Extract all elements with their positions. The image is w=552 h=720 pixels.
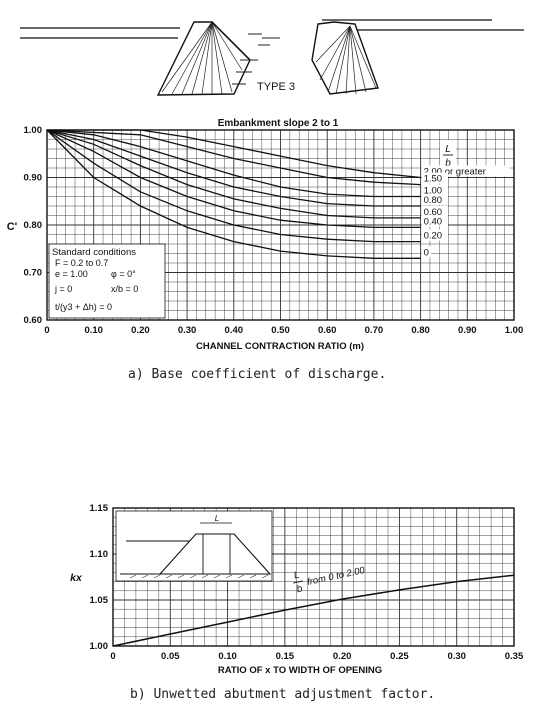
- type-label: TYPE 3: [257, 81, 295, 93]
- y-tick-label: 1.10: [90, 549, 109, 560]
- series-line-5: [46, 129, 421, 229]
- x-tick-label: 0.50: [271, 325, 290, 336]
- inset-hatch: [141, 574, 149, 579]
- x-tick-label: 0: [110, 651, 115, 662]
- y-axis-label: kx: [70, 572, 83, 584]
- series-label-bg: [421, 205, 448, 217]
- annotation-b: b: [296, 583, 304, 595]
- y-tick-label: 1.15: [90, 503, 109, 514]
- condition-phi: φ = 0°: [111, 269, 136, 279]
- x-tick-label: 0.90: [458, 325, 477, 336]
- legend-header-top: L: [445, 144, 451, 155]
- inset-abutment-sketch: L: [115, 510, 273, 582]
- x-tick-label: 0.30: [447, 651, 466, 662]
- series-label-bg: [421, 229, 448, 241]
- inset-hatch: [261, 574, 269, 579]
- inset-hatch: [225, 574, 233, 579]
- series-label-bg: [421, 194, 448, 205]
- series-label: 1.00: [424, 186, 443, 197]
- inset-hatch: [129, 574, 137, 579]
- chart-title: Embankment slope 2 to 1: [218, 118, 339, 129]
- series-line-3: [46, 129, 421, 207]
- y-tick-label: 1.00: [24, 125, 43, 136]
- series-label: 0.20: [424, 231, 443, 242]
- x-tick-label: 0.15: [276, 651, 295, 662]
- caption-a: a) Base coefficient of discharge.: [128, 367, 387, 382]
- series-line-2: [46, 129, 421, 198]
- condition-t-ratio: t/(y3 + Δh) = 0: [55, 302, 112, 312]
- series-label: 2.00 or greater: [424, 167, 486, 178]
- series-label-bg: [421, 172, 448, 184]
- type3-abutment-schematic: TYPE 3: [20, 19, 524, 96]
- inset-hatch: [237, 574, 245, 579]
- series-label: 1.50: [424, 174, 443, 185]
- x-tick-label: 0.20: [333, 651, 352, 662]
- x-tick-label: 1.00: [505, 325, 524, 336]
- series-line-7: [46, 129, 421, 259]
- x-tick-label: 0.10: [84, 325, 103, 336]
- condition-j: j = 0: [54, 284, 72, 294]
- inset-hatch: [165, 574, 173, 579]
- inset-hatch: [189, 574, 197, 579]
- x-tick-label: 0.10: [218, 651, 237, 662]
- annotation-bar: [293, 580, 303, 584]
- plot-frame: [46, 129, 515, 321]
- plot-frame: [112, 507, 515, 647]
- chart-base-coefficient: 0 0.10 0.20 0.30 0.40 0.50 0.60 0.70 0.80 0.90 1.0…: [7, 118, 524, 352]
- x-tick-label: 0.20: [131, 325, 150, 336]
- inset-hatch: [201, 574, 209, 579]
- x-axis-label: CHANNEL CONTRACTION RATIO (m): [196, 341, 364, 352]
- y-tick-label: 1.00: [90, 641, 109, 652]
- chart-abutment-factor: 0 0.05 0.10 0.15 0.20 0.25 0.30 0.35 1.00 1.05 1.1…: [70, 503, 524, 676]
- series-label-bg: [421, 215, 448, 227]
- x-tick-label: 0.35: [505, 651, 524, 662]
- inset-hatch: [249, 574, 257, 579]
- series-line-kx: [112, 574, 515, 647]
- inset-label-l: L: [215, 514, 219, 523]
- inset-hatch: [153, 574, 161, 579]
- x-axis-label: RATIO OF x TO WIDTH OF OPENING: [218, 665, 382, 676]
- series-line-6: [46, 129, 421, 243]
- series-label: 0.80: [424, 195, 443, 206]
- x-tick-label: 0.70: [365, 325, 384, 336]
- x-tick-label: 0.60: [318, 325, 337, 336]
- series-label: 0.60: [424, 207, 443, 218]
- y-tick-label: 0.90: [24, 173, 43, 184]
- series-label-bg: [421, 246, 432, 258]
- x-tick-label: 0.80: [411, 325, 430, 336]
- x-tick-label: 0.30: [178, 325, 197, 336]
- series-label: 0.40: [424, 216, 443, 227]
- condition-f: F = 0.2 to 0.7: [55, 258, 108, 268]
- x-tick-label: 0.25: [390, 651, 409, 662]
- series-label: 0: [424, 247, 429, 258]
- standard-conditions-title: Standard conditions: [52, 247, 136, 258]
- y-tick-label: 0.60: [24, 315, 43, 326]
- y-tick-label: 0.80: [24, 220, 43, 231]
- annotation-l: L: [293, 570, 301, 582]
- series-label-bg: [421, 165, 510, 177]
- inset-hatch: [213, 574, 221, 579]
- series-line-0: [47, 129, 421, 179]
- legend-header-bottom: b: [445, 158, 451, 169]
- series-line-4: [46, 129, 421, 219]
- series-line-1: [46, 129, 421, 186]
- x-tick-label: 0.40: [225, 325, 244, 336]
- standard-conditions-box: [48, 243, 166, 319]
- y-axis-label: C': [7, 221, 18, 233]
- series-label-bg: [421, 184, 448, 196]
- caption-b: b) Unwetted abutment adjustment factor.: [130, 687, 436, 702]
- x-tick-label: 0.05: [161, 651, 180, 662]
- annotation-range: from 0 to 2.00: [306, 565, 366, 588]
- condition-e: e = 1.00: [55, 269, 88, 279]
- y-tick-label: 1.05: [90, 595, 109, 606]
- condition-x-over-b: x/b = 0: [111, 284, 138, 294]
- y-tick-label: 0.70: [24, 268, 43, 279]
- x-tick-label: 0: [44, 325, 49, 336]
- inset-hatch: [177, 574, 185, 579]
